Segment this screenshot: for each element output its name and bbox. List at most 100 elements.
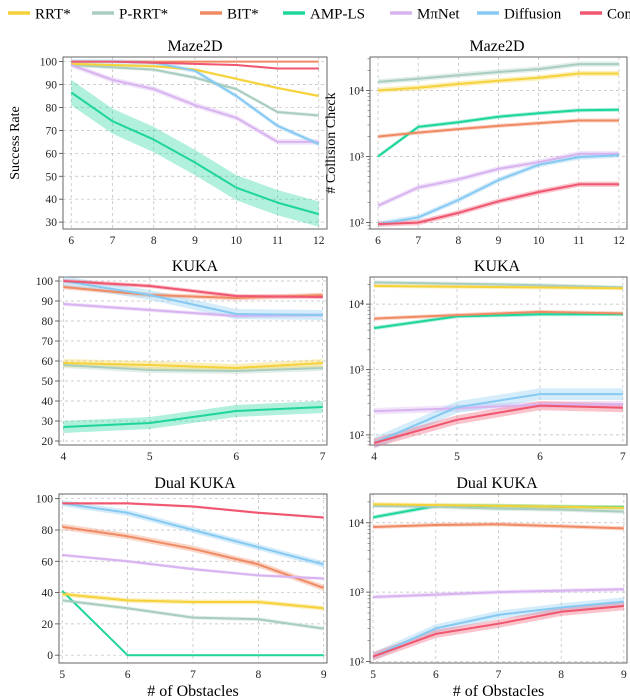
chart-panel: KUKA 4 5 6 7 10² 10³ 10⁴ bbox=[348, 258, 628, 463]
series-band bbox=[378, 118, 619, 139]
x-tick-label: 7 bbox=[190, 669, 196, 681]
y-tick-label: 50 bbox=[46, 171, 58, 183]
series-line bbox=[61, 590, 324, 657]
series-line bbox=[63, 280, 323, 316]
x-tick-label: 10 bbox=[533, 235, 545, 247]
y-tick-label: 10⁴ bbox=[348, 299, 364, 311]
legend-entry: Composed bbox=[580, 7, 630, 23]
x-tick-label: 7 bbox=[620, 451, 626, 463]
y-tick-label: 10⁴ bbox=[348, 518, 364, 530]
y-tick-label: 60 bbox=[46, 148, 58, 160]
series-line bbox=[62, 502, 324, 566]
chart-panel: Dual KUKA 5 6 7 8 9 10² 10³ 10⁴ # of Obstacles bbox=[348, 475, 628, 699]
series-line bbox=[373, 404, 623, 444]
series-line bbox=[377, 152, 619, 207]
x-tick-label: 7 bbox=[110, 235, 116, 247]
y-tick-label: 80 bbox=[42, 525, 54, 537]
series-band bbox=[378, 181, 619, 227]
chart-title: Maze2D bbox=[167, 38, 222, 55]
legend-entry: BIT* bbox=[200, 7, 259, 23]
series-line bbox=[372, 600, 624, 658]
y-tick-label: 100 bbox=[36, 276, 54, 288]
plot-frame bbox=[62, 56, 328, 230]
series-line bbox=[374, 403, 623, 413]
y-tick-label: 40 bbox=[46, 194, 58, 206]
y-tick-label: 50 bbox=[42, 376, 54, 388]
series-band bbox=[71, 79, 319, 227]
x-tick-label: 8 bbox=[558, 669, 564, 681]
x-tick-label: 7 bbox=[496, 669, 502, 681]
plot-frame bbox=[369, 276, 628, 446]
legend: RRT* P-RRT* BIT* AMP-LS MπNet Diffusion Compos… bbox=[8, 7, 630, 23]
series-line bbox=[373, 588, 624, 598]
series-line bbox=[63, 362, 323, 369]
series-line bbox=[62, 593, 324, 610]
series-band bbox=[63, 276, 323, 320]
legend-entry: RRT* bbox=[8, 7, 71, 23]
chart-panel: Maze2D 6 7 8 9 10 11 12 30 40 50 60 70 80 90 100 Success… bbox=[8, 38, 328, 247]
legend-label: Diffusion bbox=[504, 7, 562, 23]
x-tick-label: 6 bbox=[375, 235, 381, 247]
series-line bbox=[71, 64, 319, 117]
chart-title: Maze2D bbox=[469, 38, 524, 55]
legend-label: BIT* bbox=[227, 7, 259, 23]
y-axis-label: Success Rate bbox=[8, 106, 23, 179]
series-band bbox=[374, 401, 623, 448]
series-line bbox=[374, 284, 623, 290]
chart-panel: Dual KUKA 5 6 7 8 9 0 20 40 60 80 100 # of Obstacles bbox=[36, 475, 328, 699]
y-tick-label: 70 bbox=[42, 336, 54, 348]
y-tick-label: 10³ bbox=[349, 365, 365, 377]
x-tick-label: 11 bbox=[573, 235, 584, 247]
series-line bbox=[377, 183, 619, 226]
y-tick-label: 0 bbox=[47, 650, 53, 662]
x-tick-label: 8 bbox=[255, 669, 261, 681]
series-line bbox=[62, 502, 324, 519]
series-line bbox=[372, 605, 624, 658]
series-line bbox=[70, 64, 319, 143]
y-tick-label: 20 bbox=[42, 436, 54, 448]
y-tick-label: 30 bbox=[42, 416, 54, 428]
x-tick-label: 9 bbox=[192, 235, 198, 247]
x-tick-label: 12 bbox=[313, 235, 325, 247]
x-tick-label: 4 bbox=[60, 451, 66, 463]
y-tick-label: 40 bbox=[42, 588, 54, 600]
chart-title: KUKA bbox=[474, 258, 521, 275]
y-tick-label: 90 bbox=[46, 80, 58, 92]
x-axis-label: # of Obstacles bbox=[453, 683, 545, 699]
series-line bbox=[373, 504, 624, 513]
x-tick-label: 7 bbox=[415, 235, 421, 247]
x-tick-label: 8 bbox=[455, 235, 461, 247]
x-tick-label: 6 bbox=[433, 669, 439, 681]
y-tick-label: 30 bbox=[46, 217, 58, 229]
series-line bbox=[373, 523, 624, 530]
legend-entry: Diffusion bbox=[477, 7, 562, 23]
x-tick-label: 4 bbox=[371, 451, 377, 463]
series-line bbox=[63, 406, 323, 428]
y-tick-label: 60 bbox=[42, 356, 54, 368]
plot-frame bbox=[58, 493, 328, 664]
series-band bbox=[62, 598, 324, 631]
series-line bbox=[62, 554, 324, 580]
series-band bbox=[62, 553, 324, 581]
y-tick-label: 100 bbox=[40, 57, 58, 69]
series-line bbox=[377, 154, 620, 226]
x-tick-label: 7 bbox=[320, 451, 326, 463]
x-tick-label: 11 bbox=[272, 235, 283, 247]
y-tick-label: 60 bbox=[42, 556, 54, 568]
chart-panel: Maze2D 6 7 8 9 10 11 12 10² 10³ 10⁴ # Collision Che… bbox=[324, 38, 628, 247]
x-tick-label: 6 bbox=[537, 451, 543, 463]
y-axis-label: # Collision Check bbox=[324, 92, 339, 193]
series-line bbox=[377, 108, 620, 158]
x-axis-label: # of Obstacles bbox=[147, 683, 239, 699]
x-tick-label: 9 bbox=[496, 235, 502, 247]
y-tick-label: 80 bbox=[46, 102, 58, 114]
x-tick-label: 6 bbox=[233, 451, 239, 463]
y-tick-label: 100 bbox=[36, 494, 54, 506]
series-band bbox=[71, 62, 319, 145]
y-tick-label: 40 bbox=[42, 396, 54, 408]
series-line bbox=[63, 364, 323, 372]
chart-title: KUKA bbox=[172, 258, 219, 275]
x-tick-label: 6 bbox=[68, 235, 74, 247]
y-tick-label: 10² bbox=[349, 656, 365, 668]
